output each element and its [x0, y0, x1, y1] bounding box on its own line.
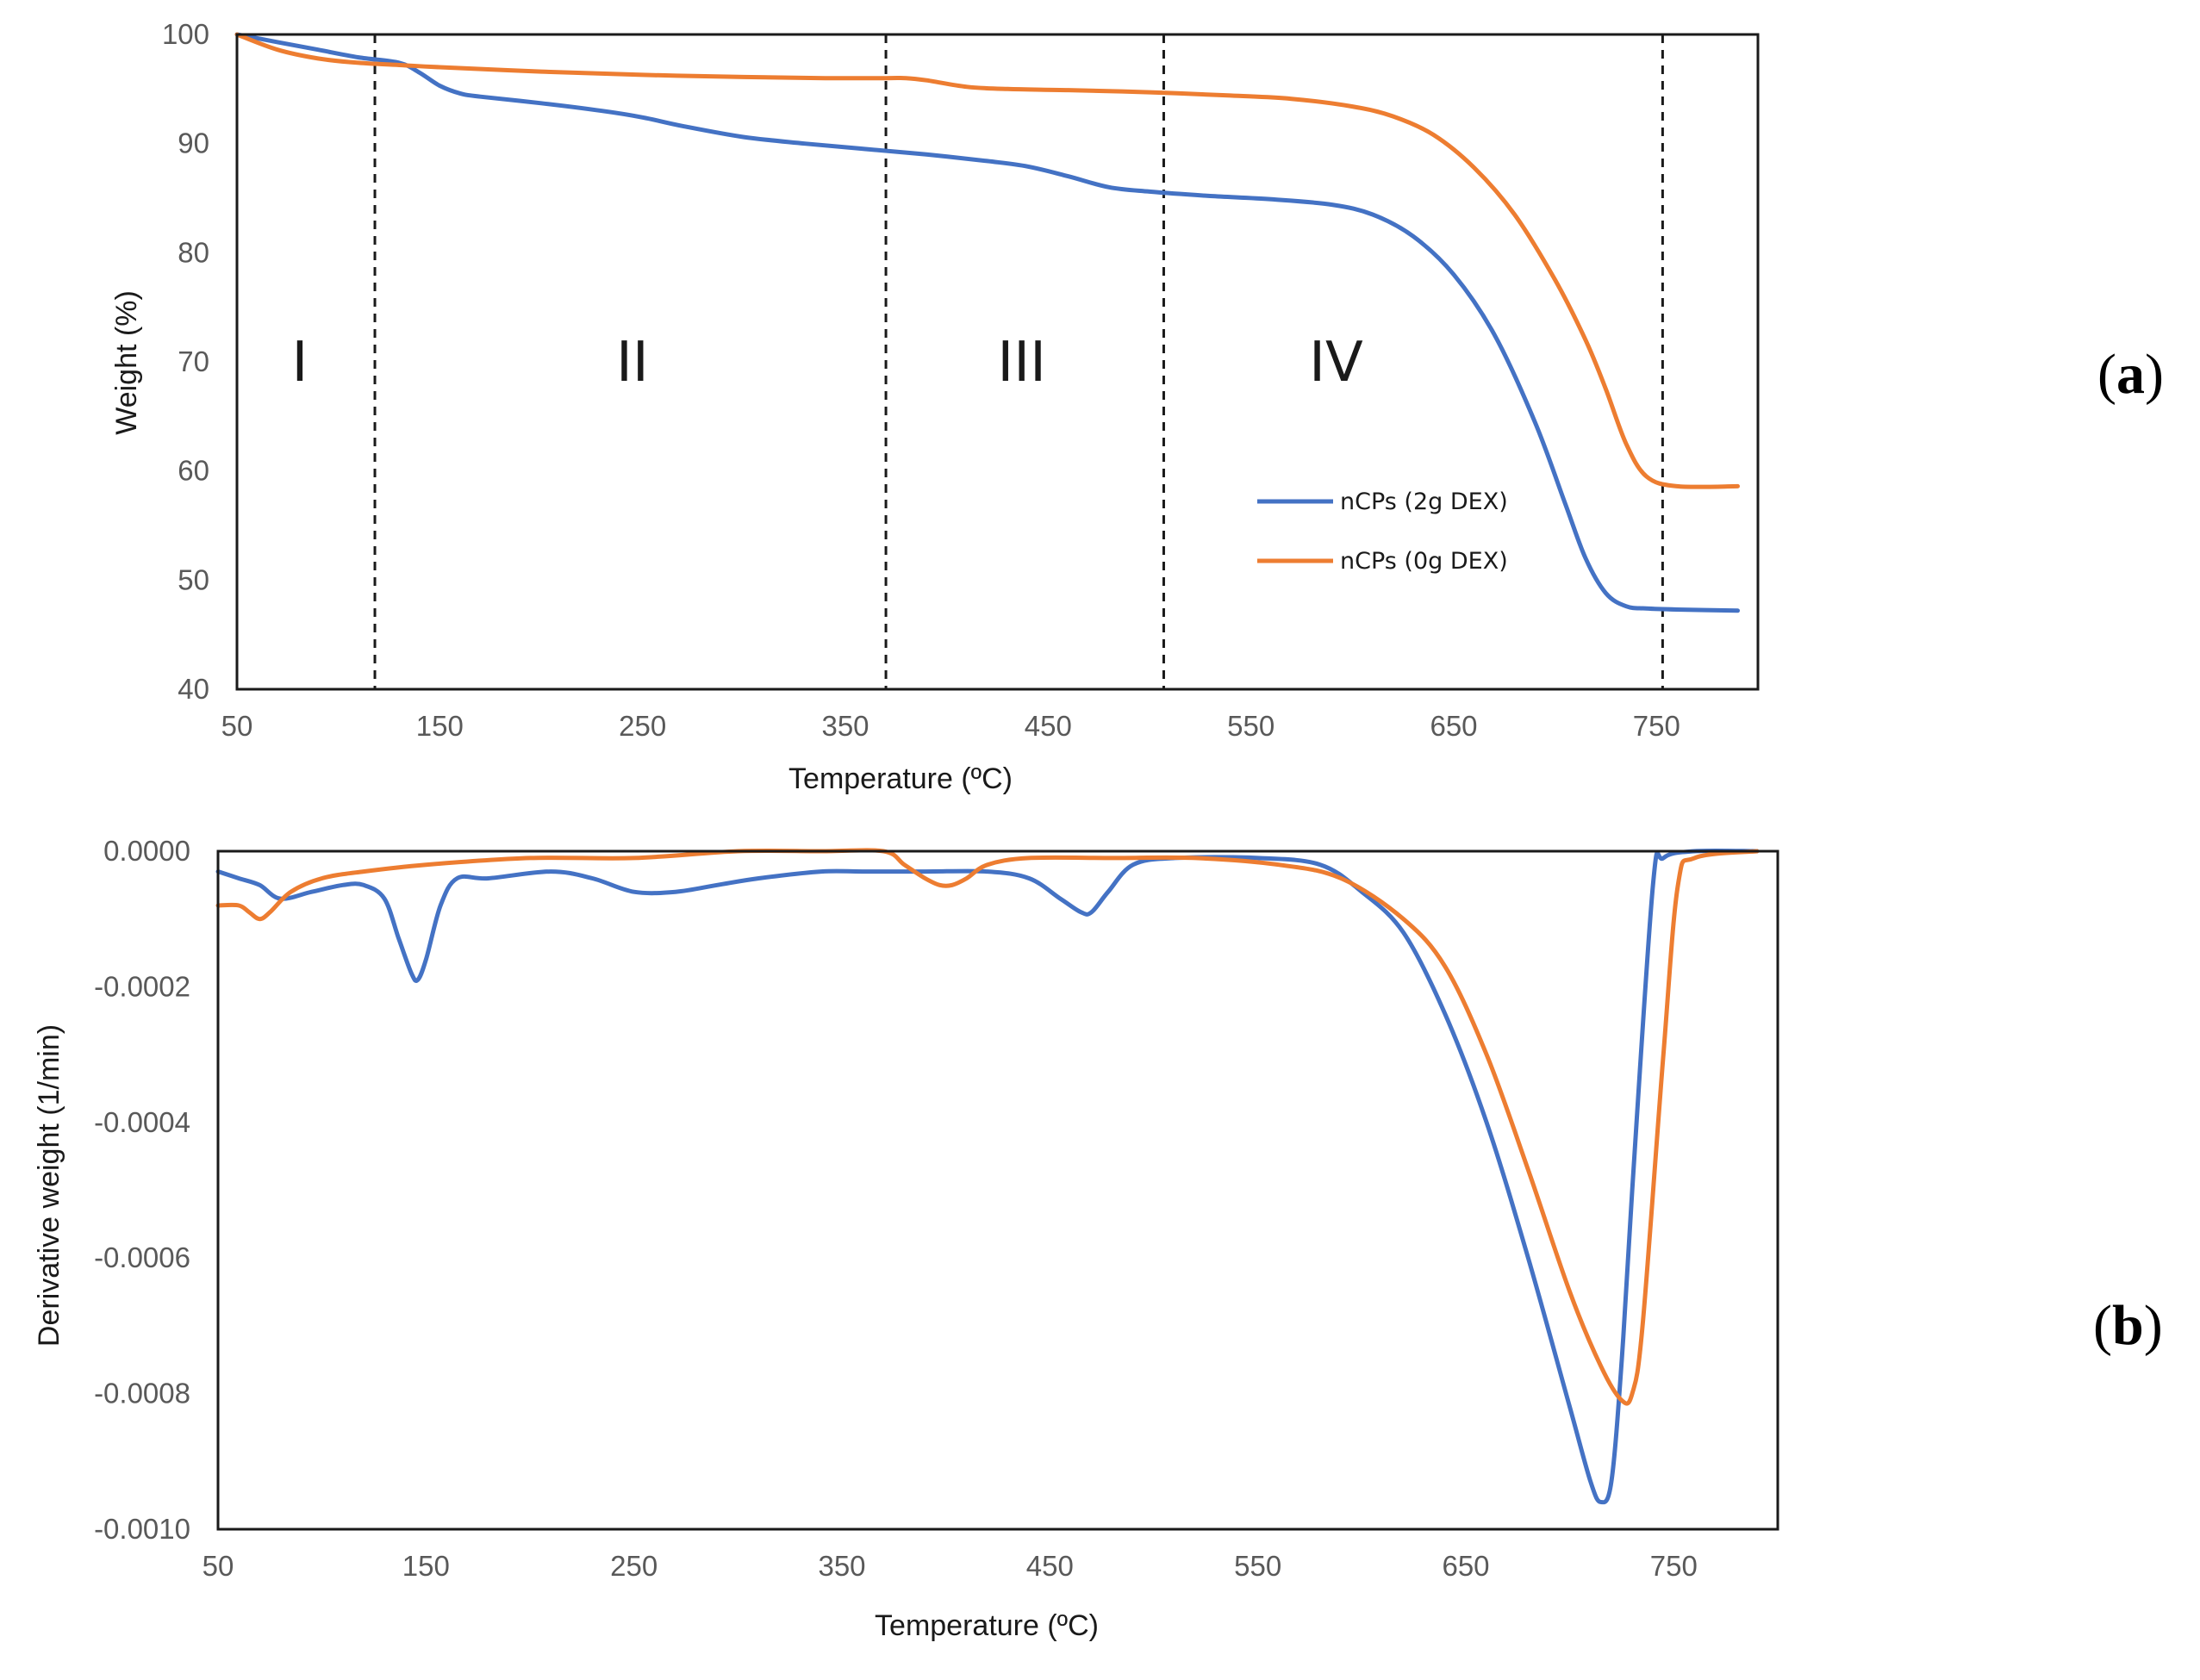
panel-a-y-tick-labels: 40 50 60 70 80 90 100 [162, 18, 209, 705]
panel-a-y-axis-title: Weight (%) [110, 290, 143, 435]
panel-a-x-tick-labels: 50 150 250 350 450 550 650 750 [221, 710, 1680, 742]
panel-b-y-tick-0-0008: -0.0008 [94, 1378, 190, 1409]
panel-b-x-tick-labels: 50 150 250 350 450 550 650 750 [203, 1550, 1698, 1582]
panel-b-y-axis-title: Derivative weight (1/min) [33, 1024, 65, 1347]
region-label-i: I [292, 331, 308, 395]
panel-a-y-tick-40: 40 [178, 673, 209, 705]
panel-b-y-tick-0-0004: -0.0004 [94, 1106, 190, 1138]
panel-b-series-ncps-0g-dex [215, 848, 1760, 1406]
panel-b-x-tick-50: 50 [203, 1550, 234, 1582]
panel-a-series-ncps-2g-dex [234, 32, 1740, 613]
panel-b-y-tick-0-0000: 0.0000 [103, 835, 190, 867]
panel-b-x-tick-250: 250 [610, 1550, 658, 1582]
panel-b-series-ncps-2g-dex [215, 848, 1760, 1505]
panel-a-plot-frame [235, 33, 1760, 691]
panel-a-y-tick-80: 80 [178, 236, 209, 268]
panel-a-x-tick-550: 550 [1227, 710, 1275, 742]
panel-a-y-tick-100: 100 [162, 18, 209, 50]
panel-a-region-dividers [373, 34, 1664, 689]
panel-a-region-labels: I II III IV [292, 331, 1364, 395]
panel-b-x-tick-550: 550 [1234, 1550, 1281, 1582]
panel-a-x-axis-title: Temperature (ºC) [788, 762, 1013, 795]
panel-a-weight-chart: I II III IV 50 150 250 350 450 550 650 750 4050607… [110, 18, 2164, 795]
panel-a-label: (a) [2097, 343, 2164, 406]
panel-a-letter: a [2116, 343, 2145, 406]
region-label-ii: II [616, 331, 649, 395]
legend-label-0g-dex: nCPs (0g DEX) [1340, 548, 1508, 575]
panel-b-x-tick-750: 750 [1650, 1550, 1698, 1582]
panel-a-x-tick-450: 450 [1025, 710, 1072, 742]
panel-a-y-tick-60: 60 [178, 455, 209, 487]
panel-a-x-tick-650: 650 [1430, 710, 1477, 742]
panel-a-y-tick-70: 70 [178, 345, 209, 377]
panel-a-x-tick-150: 150 [416, 710, 464, 742]
panel-b-x-axis-title: Temperature (ºC) [875, 1609, 1099, 1642]
panel-a-series [234, 32, 1740, 613]
panel-a-y-tick-50: 50 [178, 563, 209, 595]
panel-a-x-tick-750: 750 [1633, 710, 1680, 742]
panel-b-x-tick-150: 150 [402, 1550, 450, 1582]
region-label-iv: IV [1309, 331, 1363, 395]
panel-b-x-tick-450: 450 [1026, 1550, 1074, 1582]
panel-a-x-tick-50: 50 [221, 710, 253, 742]
panel-a-x-tick-350: 350 [821, 710, 869, 742]
panel-b-x-tick-350: 350 [818, 1550, 865, 1582]
panel-a-y-tick-90: 90 [178, 128, 209, 159]
panel-b-y-tick-labels: 0.0000 -0.0002 -0.0004 -0.0006 -0.0008 -0.001… [94, 835, 190, 1545]
panel-a-x-tick-250: 250 [619, 710, 666, 742]
panel-b-series [215, 848, 1760, 1505]
region-label-iii: III [997, 331, 1046, 395]
panel-b-letter: b [2112, 1294, 2144, 1357]
panel-b-x-tick-650: 650 [1442, 1550, 1489, 1582]
panel-b-y-tick-0-0010: -0.0010 [94, 1513, 190, 1545]
panel-b-plot-frame [216, 849, 1779, 1531]
panel-b-label: (b) [2093, 1294, 2163, 1357]
panel-b-y-tick-0-0002: -0.0002 [94, 970, 190, 1002]
panel-b-derivative-chart: 50 150 250 350 450 550 650 750 0.0000 -0.0002 -0.… [33, 835, 2163, 1642]
legend-label-2g-dex: nCPs (2g DEX) [1340, 488, 1508, 515]
panel-b-y-tick-0-0006: -0.0006 [94, 1241, 190, 1273]
panel-a-legend: nCPs (2g DEX) nCPs (0g DEX) [1257, 488, 1508, 575]
panel-a-series-ncps-0g-dex [234, 32, 1740, 489]
